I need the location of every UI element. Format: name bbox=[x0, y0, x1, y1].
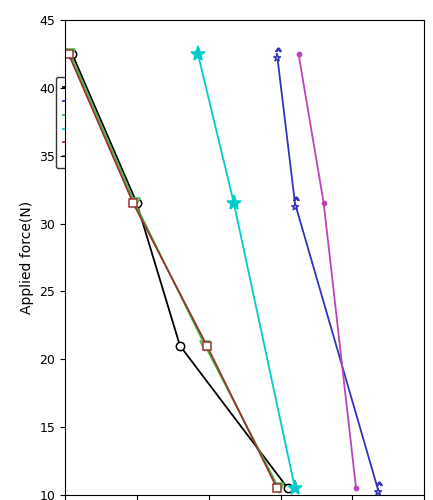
Y-axis label: Applied force(N): Applied force(N) bbox=[20, 201, 34, 314]
Legend: Experimental data, Total thickness, mm, Experimental data, Muscle thickness, mm,: Experimental data, Total thickness, mm, … bbox=[56, 76, 377, 168]
